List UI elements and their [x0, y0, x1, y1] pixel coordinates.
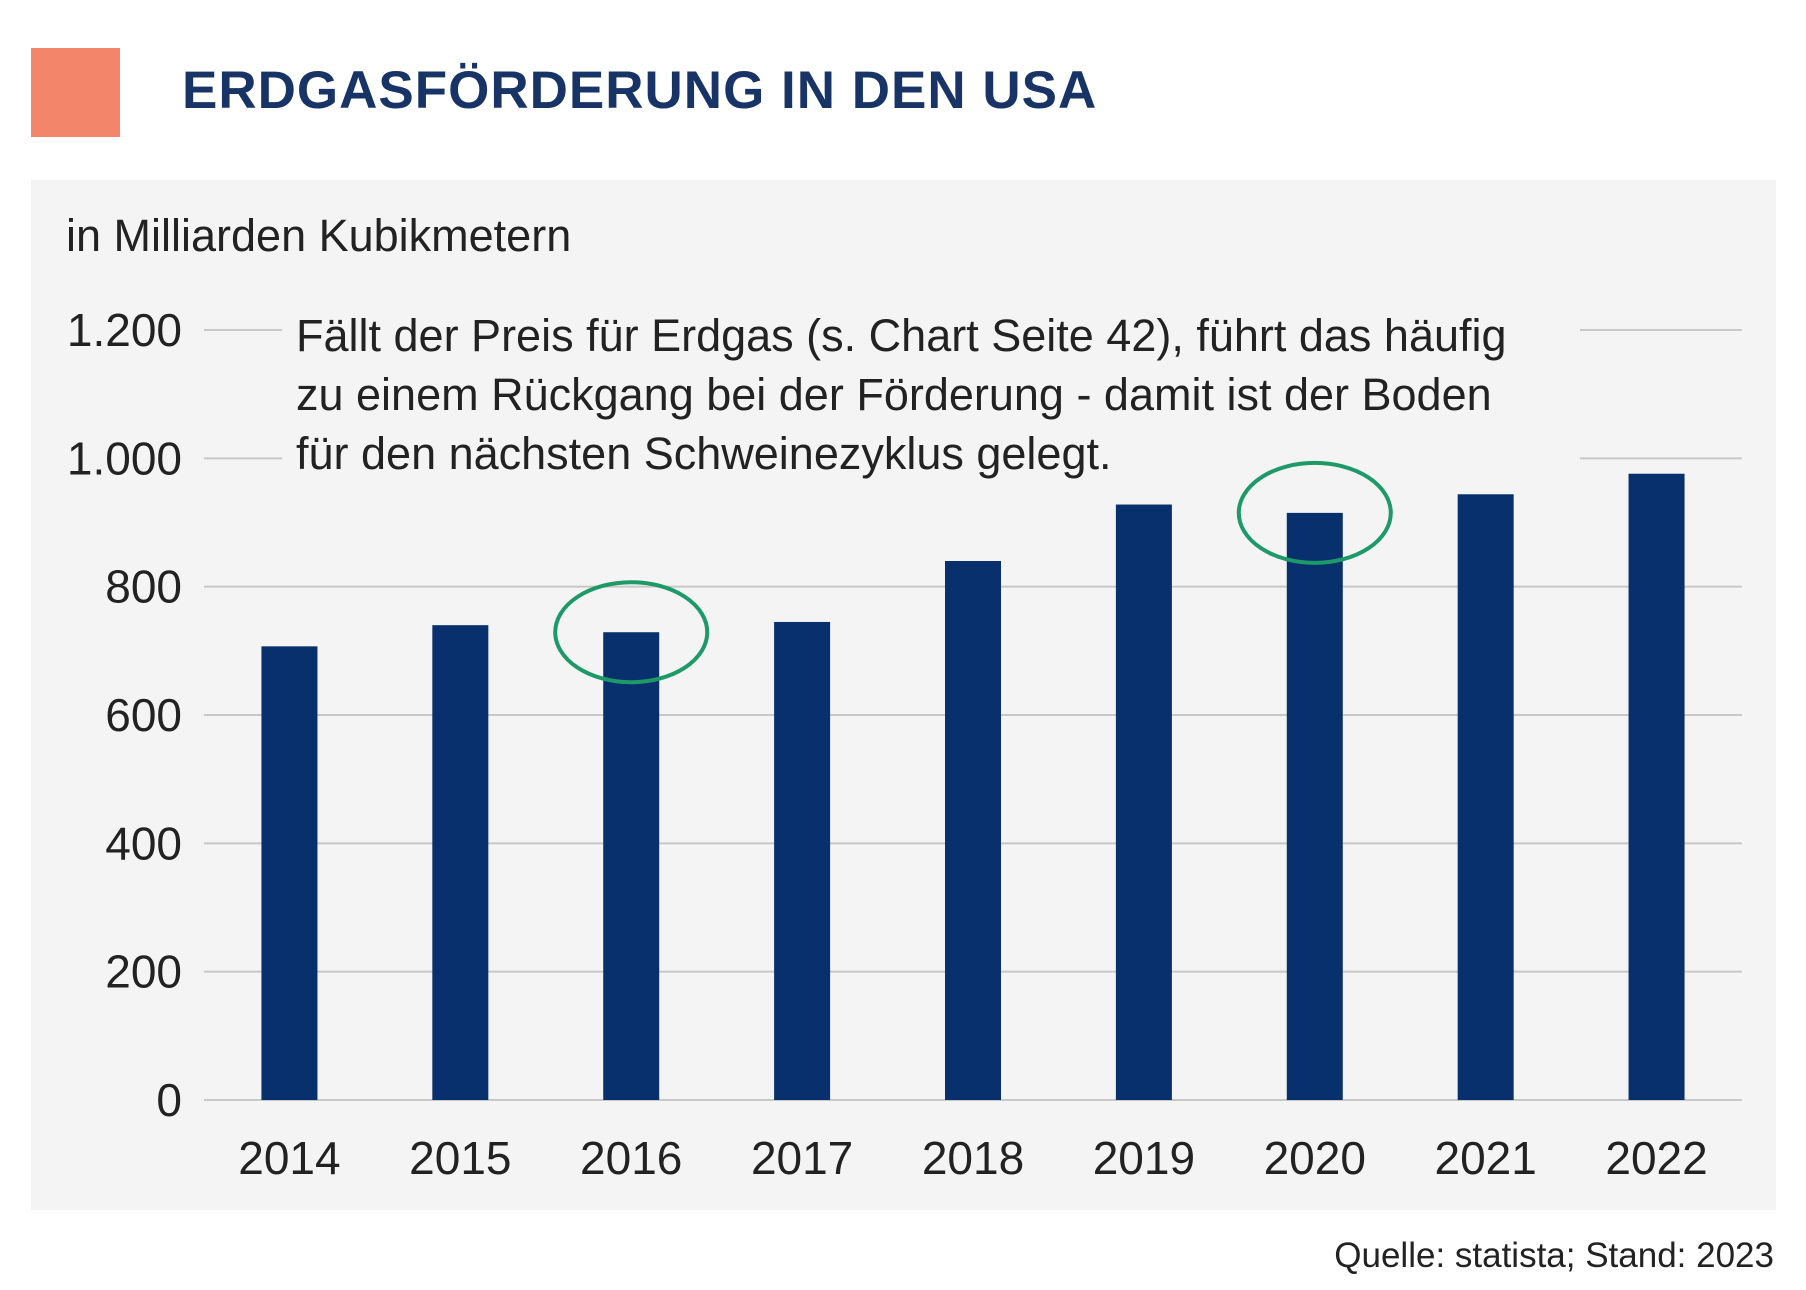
x-axis-ticks: 2014 2015 2016 2017 2018 2019 2020 2021 2022 — [238, 1132, 1707, 1184]
annotation-line: zu einem Rückgang bei der Förderung - da… — [296, 369, 1492, 420]
highlight-circles — [553, 460, 1393, 685]
bar-2021 — [1457, 494, 1514, 1100]
bar-2015 — [432, 625, 489, 1100]
x-tick-label: 2022 — [1605, 1132, 1707, 1184]
x-tick-label: 2018 — [922, 1132, 1024, 1184]
bar-2018 — [945, 561, 1001, 1100]
annotation-line: für den nächsten Schweinezyklus gelegt. — [296, 428, 1112, 479]
y-axis-unit-label: in Milliarden Kubikmetern — [66, 210, 572, 261]
y-tick-label: 1.200 — [67, 304, 182, 356]
bar-2014 — [261, 646, 318, 1100]
y-tick-label: 400 — [105, 817, 182, 869]
y-tick-label: 200 — [105, 946, 182, 998]
x-tick-label: 2020 — [1264, 1132, 1366, 1184]
bar-2019 — [1115, 504, 1172, 1100]
y-tick-label: 800 — [105, 561, 182, 613]
x-tick-label: 2016 — [580, 1132, 682, 1184]
bars — [261, 473, 1685, 1100]
x-tick-label: 2019 — [1093, 1132, 1195, 1184]
highlight-circle-2016 — [553, 580, 710, 685]
x-tick-label: 2015 — [409, 1132, 511, 1184]
bar-2016 — [603, 632, 660, 1100]
x-tick-label: 2021 — [1434, 1132, 1536, 1184]
y-tick-label: 1.000 — [67, 432, 182, 484]
chart-title: ERDGASFÖRDERUNG IN DEN USA — [182, 61, 1098, 120]
x-tick-label: 2017 — [751, 1132, 853, 1184]
highlight-circle-2020 — [1236, 460, 1393, 565]
bar-2020 — [1286, 512, 1343, 1100]
bar-2022 — [1628, 473, 1685, 1100]
annotation-line: Fällt der Preis für Erdgas (s. Chart Sei… — [296, 310, 1507, 361]
y-axis-ticks: 0 200 400 600 800 1.000 1.200 — [67, 304, 182, 1126]
bar-2017 — [774, 621, 831, 1100]
x-tick-label: 2014 — [238, 1132, 340, 1184]
annotation-text: Fällt der Preis für Erdgas (s. Chart Sei… — [296, 306, 1507, 483]
accent-square — [31, 48, 120, 137]
y-tick-label: 0 — [156, 1074, 182, 1126]
source-note: Quelle: statista; Stand: 2023 — [1334, 1236, 1774, 1275]
y-tick-label: 600 — [105, 689, 182, 741]
